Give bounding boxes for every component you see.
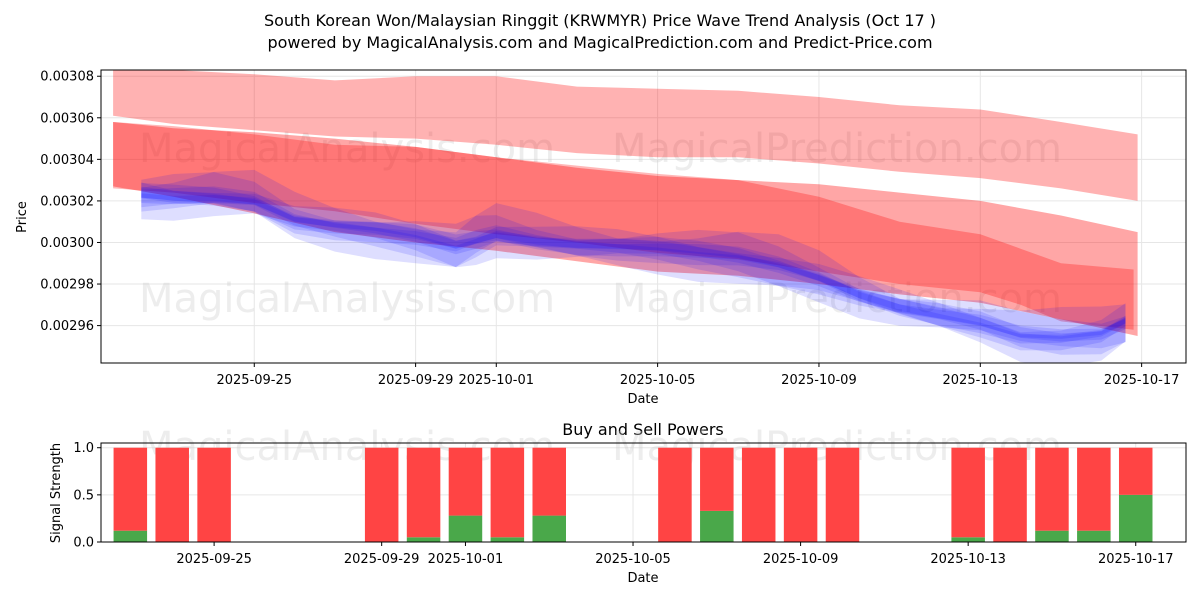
sell-bar bbox=[741, 447, 776, 542]
signal-xtick-label: 2025-10-09 bbox=[763, 552, 839, 567]
red-middle-band bbox=[113, 122, 1138, 336]
sell-bar bbox=[1077, 447, 1111, 531]
price-ytick-label: 0.00296 bbox=[40, 319, 94, 334]
signal-xtick-label: 2025-10-13 bbox=[930, 552, 1006, 567]
price-xtick-label: 2025-09-25 bbox=[216, 373, 292, 388]
price-grid bbox=[101, 70, 1186, 363]
price-x-axis-label: Date bbox=[627, 392, 658, 407]
signal-x-axis-label: Date bbox=[627, 571, 658, 586]
blue-wave-band bbox=[141, 172, 1126, 342]
buy-bar bbox=[951, 537, 985, 542]
price-xtick-label: 2025-09-29 bbox=[378, 373, 454, 388]
price-xtick-label: 2025-10-13 bbox=[943, 373, 1019, 388]
price-axes-frame bbox=[100, 69, 1187, 364]
price-plot-area bbox=[101, 70, 1186, 363]
buy-bar bbox=[532, 515, 566, 542]
red-inner-band bbox=[113, 122, 1134, 330]
price-ytick-label: 0.00304 bbox=[40, 153, 94, 168]
signal-xtick-label: 2025-10-01 bbox=[428, 552, 504, 567]
signal-xtick-label: 2025-09-29 bbox=[344, 552, 420, 567]
price-chart: MagicalAnalysis.com MagicalPrediction.co… bbox=[15, 69, 1187, 407]
sell-bar bbox=[406, 447, 441, 538]
sell-bar bbox=[490, 447, 525, 538]
sell-bar bbox=[532, 447, 566, 516]
signal-chart: Buy and Sell Powers MagicalAnalysis.com … bbox=[49, 420, 1187, 586]
signal-xtick-label: 2025-10-17 bbox=[1098, 552, 1174, 567]
buy-bar bbox=[113, 530, 148, 542]
red-outer-band bbox=[113, 70, 1138, 201]
chart-title-line2: powered by MagicalAnalysis.com and Magic… bbox=[267, 33, 932, 52]
sell-bar bbox=[951, 447, 985, 538]
buy-bar bbox=[490, 537, 525, 542]
blue-wave-band bbox=[141, 182, 1126, 351]
signal-x-axis: 2025-09-25 2025-09-29 2025-10-01 2025-10-05… bbox=[176, 542, 1174, 567]
sell-bar bbox=[783, 447, 818, 542]
blue-wave-band bbox=[141, 183, 1126, 355]
watermark-text: MagicalAnalysis.com bbox=[139, 126, 555, 172]
price-ytick-label: 0.00300 bbox=[40, 236, 94, 251]
price-xtick-label: 2025-10-05 bbox=[620, 373, 696, 388]
price-xtick-label: 2025-10-09 bbox=[781, 373, 857, 388]
blue-wave-band bbox=[141, 186, 1126, 349]
sell-bar bbox=[197, 447, 231, 542]
signal-xtick-label: 2025-09-25 bbox=[176, 552, 252, 567]
price-ytick-label: 0.00308 bbox=[40, 70, 94, 85]
buy-bar bbox=[1035, 530, 1069, 542]
signal-ytick-label: 0.5 bbox=[73, 488, 94, 503]
price-xtick-label: 2025-10-17 bbox=[1104, 373, 1180, 388]
watermark-text: MagicalPrediction.com bbox=[612, 126, 1062, 172]
buy-bar bbox=[1118, 494, 1153, 542]
price-y-axis: 0.00296 0.00298 0.00300 0.00302 0.00304 0.003… bbox=[40, 70, 101, 334]
signal-ytick-label: 1.0 bbox=[73, 441, 94, 456]
signal-bars bbox=[113, 447, 1153, 542]
sell-bar bbox=[993, 447, 1027, 542]
blue-wave-band bbox=[141, 193, 1126, 344]
sell-bar bbox=[113, 447, 148, 531]
sell-bar bbox=[1035, 447, 1069, 531]
price-y-axis-label: Price bbox=[15, 201, 30, 233]
price-ytick-label: 0.00298 bbox=[40, 278, 94, 293]
buy-bar bbox=[700, 510, 734, 542]
sell-bar bbox=[700, 447, 734, 511]
blue-wave-band bbox=[141, 186, 1126, 363]
buy-bar bbox=[406, 537, 441, 542]
buy-bar bbox=[1077, 530, 1111, 542]
chart-title-line1: South Korean Won/Malaysian Ringgit (KRWM… bbox=[264, 11, 936, 30]
signal-ytick-label: 0.0 bbox=[73, 536, 94, 551]
buy-bar bbox=[448, 515, 483, 542]
sell-bar bbox=[825, 447, 860, 542]
price-ytick-label: 0.00302 bbox=[40, 194, 94, 209]
sell-bar bbox=[658, 447, 692, 542]
signal-chart-title: Buy and Sell Powers bbox=[562, 420, 724, 439]
price-xtick-label: 2025-10-01 bbox=[458, 373, 534, 388]
price-x-axis: 2025-09-25 2025-09-29 2025-10-01 2025-10-05… bbox=[216, 363, 1179, 388]
signal-y-axis: 0.0 0.5 1.0 bbox=[73, 441, 101, 551]
price-watermarks: MagicalAnalysis.com MagicalPrediction.co… bbox=[139, 126, 1062, 322]
sell-bar bbox=[155, 447, 189, 542]
signal-axes-frame bbox=[100, 442, 1187, 543]
signal-xtick-label: 2025-10-05 bbox=[595, 552, 671, 567]
sell-bar bbox=[364, 447, 399, 542]
watermark-text: MagicalAnalysis.com bbox=[139, 276, 555, 322]
sell-bar bbox=[1118, 447, 1153, 495]
watermark-text: MagicalPrediction.com bbox=[612, 276, 1062, 322]
price-series bbox=[113, 70, 1138, 363]
price-ytick-label: 0.00306 bbox=[40, 111, 94, 126]
signal-y-axis-label: Signal Strength bbox=[49, 443, 64, 543]
sell-bar bbox=[448, 447, 483, 516]
blue-wave-band bbox=[141, 169, 1126, 339]
